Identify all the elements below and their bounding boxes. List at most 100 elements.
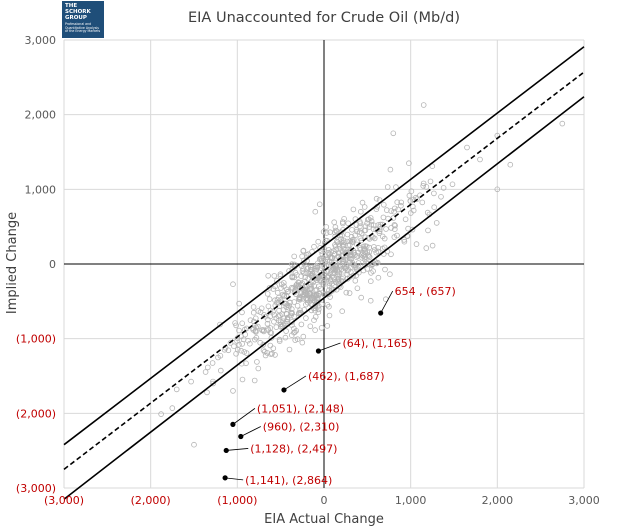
scatter-point <box>382 266 388 273</box>
outlier-label: (960), (2,310) <box>263 420 340 433</box>
scatter-point <box>349 261 356 268</box>
scatter-point <box>361 246 368 253</box>
scatter-point <box>266 296 273 302</box>
scatter-point <box>230 388 236 394</box>
scatter-point <box>284 302 291 309</box>
logo-line-3: GROUP <box>65 15 87 21</box>
scatter-point <box>307 291 313 297</box>
scatter-point <box>402 216 409 223</box>
scatter-point <box>257 309 264 316</box>
y-tick-label: (2,000) <box>16 407 56 420</box>
scatter-point <box>292 329 298 335</box>
scatter-point <box>355 260 362 266</box>
scatter-point <box>375 274 382 281</box>
scatter-point <box>357 235 364 242</box>
scatter-point <box>297 309 303 316</box>
scatter-point <box>314 295 321 301</box>
scatter-point <box>239 341 246 347</box>
y-axis-label: Implied Change <box>5 212 20 314</box>
scatter-point <box>312 327 318 333</box>
scatter-point <box>289 319 295 325</box>
scatter-point <box>407 198 414 204</box>
scatter-point <box>169 405 176 411</box>
scatter-point <box>326 303 332 310</box>
scatter-point <box>218 367 224 374</box>
scatter-point <box>339 232 345 239</box>
scatter-point <box>367 297 374 304</box>
scatter-point <box>265 303 272 310</box>
scatter-point <box>464 144 470 151</box>
scatter-point <box>431 204 438 211</box>
band-lines <box>63 46 585 500</box>
scatter-point <box>349 238 356 245</box>
x-tick-label: 3,000 <box>568 494 600 507</box>
band-line <box>63 46 585 446</box>
scatter-point <box>328 285 335 292</box>
scatter-point <box>391 226 398 233</box>
scatter-point <box>330 248 337 254</box>
scatter-point <box>301 257 307 264</box>
scatter-point <box>254 359 260 365</box>
scatter-point <box>286 346 293 353</box>
scatter-point <box>366 253 372 259</box>
scatter-point <box>398 199 405 206</box>
leader-line <box>240 426 261 437</box>
leader-line <box>225 477 244 481</box>
scatter-point <box>344 271 351 278</box>
scatter-point <box>270 345 277 352</box>
scatter-point <box>236 327 242 334</box>
scatter-point <box>364 216 371 223</box>
scatter-point <box>381 244 388 251</box>
scatter-point <box>204 389 210 396</box>
scatter-point <box>331 219 338 226</box>
scatter-point <box>349 227 355 233</box>
scatter-point <box>367 278 374 285</box>
scatter-point <box>273 324 280 330</box>
scatter-point <box>297 294 303 301</box>
scatter-point <box>407 210 414 216</box>
outlier-label: 654 , (657) <box>395 285 456 298</box>
scatter-point <box>340 256 346 263</box>
scatter-point <box>312 208 319 215</box>
schork-group-logo: THE SCHORK GROUP Professional and Quanti… <box>62 1 104 38</box>
scatter-point <box>332 227 339 234</box>
scatter-point <box>359 199 366 206</box>
scatter-point <box>341 239 347 246</box>
scatter-point <box>241 349 248 355</box>
scatter-point <box>365 260 372 267</box>
scatter-point <box>303 301 309 308</box>
scatter-point <box>301 278 308 285</box>
scatter-point <box>299 339 306 346</box>
scatter-point <box>427 178 434 185</box>
scatter-point <box>362 254 368 260</box>
scatter-point <box>346 290 353 296</box>
scatter-point <box>342 254 349 261</box>
scatter-point <box>264 350 271 356</box>
scatter-point <box>393 184 399 190</box>
scatter-point <box>288 284 295 291</box>
y-tick-label: 1,000 <box>25 183 57 196</box>
scatter-point <box>362 227 369 234</box>
scatter-point <box>293 272 300 278</box>
y-tick-label: 0 <box>49 258 56 271</box>
scatter-point <box>307 323 314 330</box>
scatter-point <box>329 273 336 280</box>
scatter-point <box>379 246 386 252</box>
scatter-point <box>294 281 300 288</box>
scatter-point <box>305 275 312 282</box>
logo-tagline: Professional and Quantitative Analysis o… <box>65 22 101 34</box>
scatter-point <box>158 411 164 417</box>
scatter-point <box>383 226 389 232</box>
scatter-point <box>210 380 216 387</box>
scatter-point <box>264 320 271 327</box>
scatter-point <box>188 378 194 385</box>
scatter-point <box>431 190 437 197</box>
scatter-point <box>333 238 340 245</box>
scatter-point <box>390 130 397 137</box>
y-tick-label: (3,000) <box>16 482 56 495</box>
scatter-point <box>315 309 322 316</box>
scatter-point <box>307 266 314 273</box>
scatter-point <box>267 325 274 331</box>
scatter-point <box>384 184 391 190</box>
scatter-point <box>315 238 322 245</box>
